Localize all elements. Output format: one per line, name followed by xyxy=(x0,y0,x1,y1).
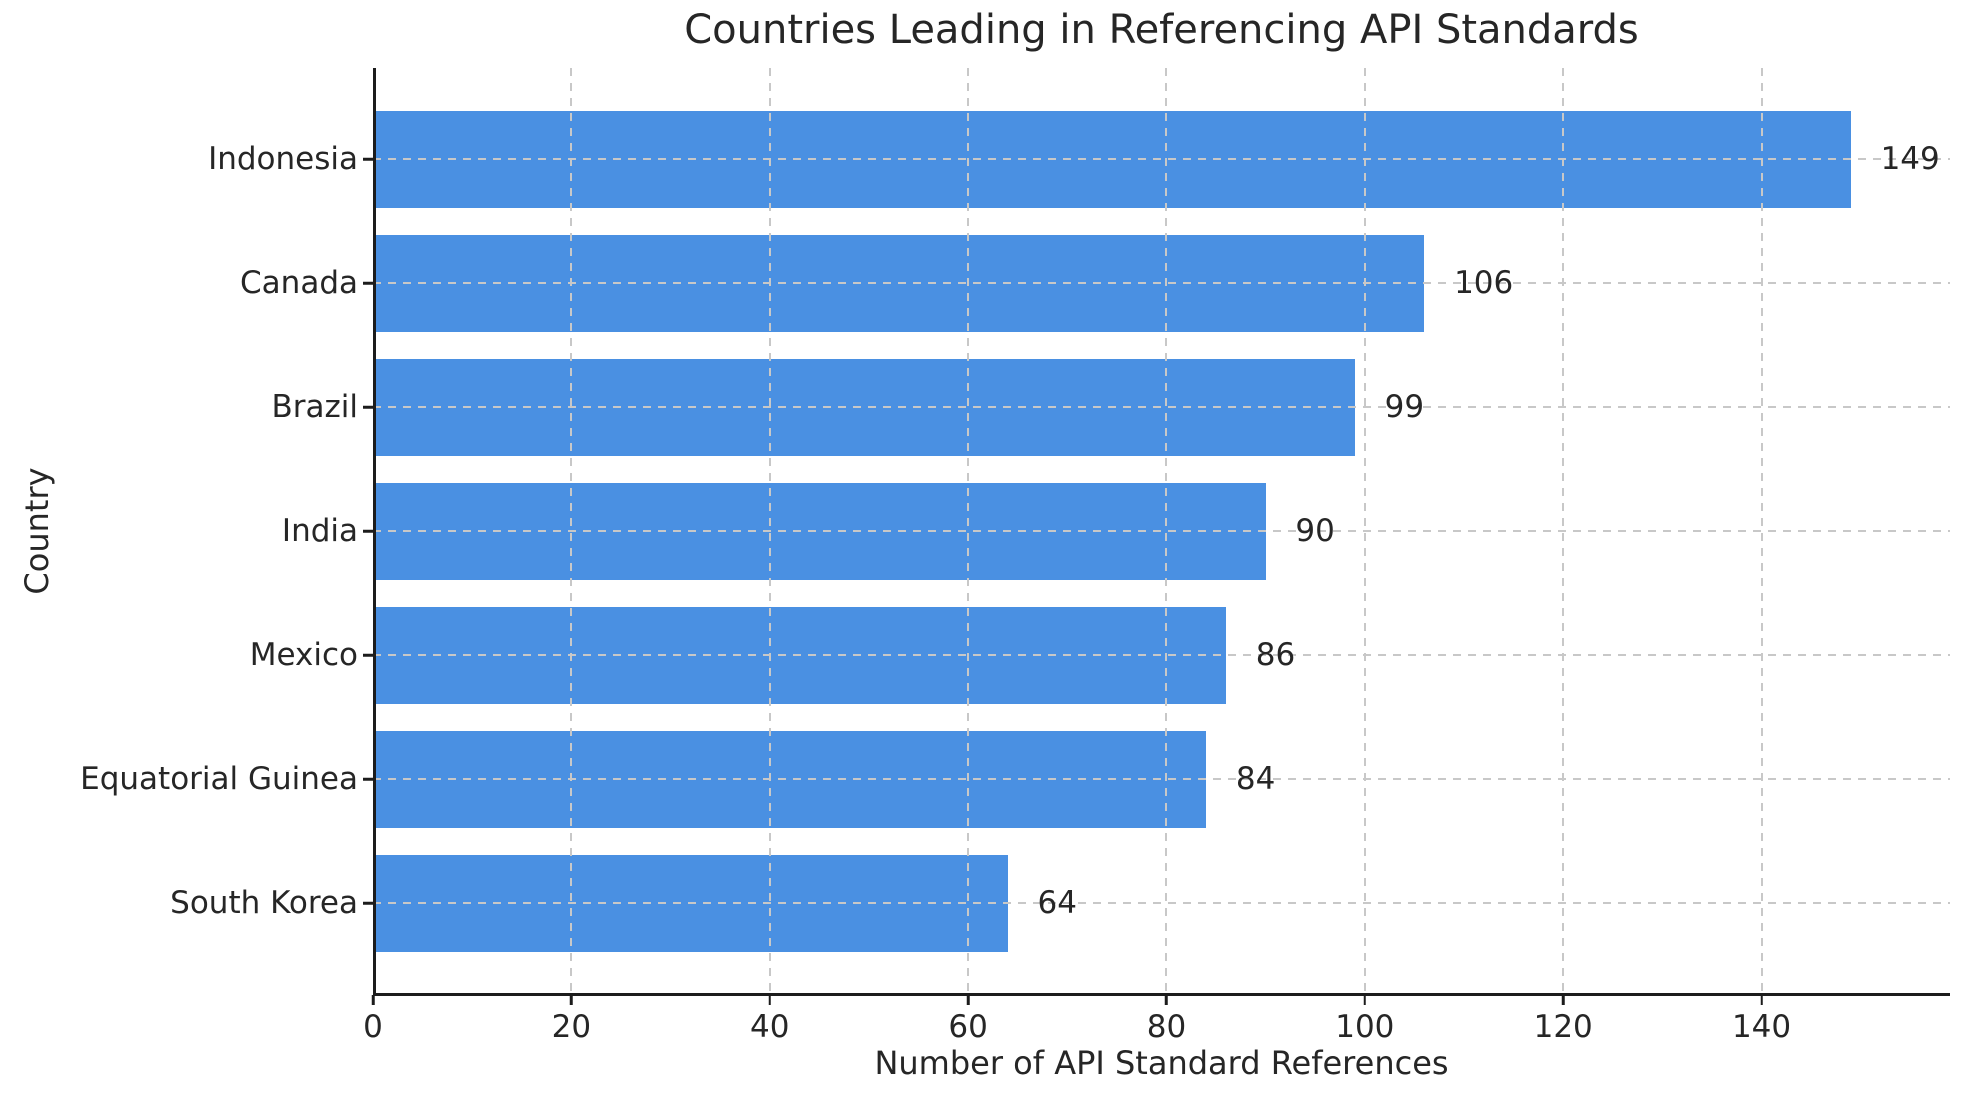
y-tick-mark-south-korea xyxy=(363,901,373,905)
y-tick-mark-indonesia xyxy=(363,157,373,161)
x-axis-label: Number of API Standard References xyxy=(874,1044,1449,1082)
y-gridline-indonesia xyxy=(373,158,1950,160)
x-tick-label: 120 xyxy=(1533,1009,1593,1045)
x-tick-mark-80 xyxy=(1165,995,1168,1005)
y-tick-label-mexico: Mexico xyxy=(249,637,358,673)
value-label-india: 90 xyxy=(1295,513,1335,549)
x-tick-label: 40 xyxy=(749,1009,790,1045)
value-label-canada: 106 xyxy=(1454,265,1514,301)
x-tick-label: 100 xyxy=(1335,1009,1395,1045)
plot-area: 0 20 40 60 80 100 120 140 Indonesia 149 Canada 106 B… xyxy=(80,68,1950,1045)
y-tick-mark-india xyxy=(363,529,373,533)
y-gridline-south-korea xyxy=(373,902,1950,904)
y-tick-label-canada: Canada xyxy=(240,265,358,301)
y-tick-mark-equatorial-guinea xyxy=(363,777,373,781)
x-tick-mark-40 xyxy=(768,995,771,1005)
x-tick-mark-140 xyxy=(1760,995,1763,1005)
x-tick-mark-0 xyxy=(371,995,375,1005)
x-tick-mark-60 xyxy=(966,995,970,1005)
value-label-equatorial-guinea: 84 xyxy=(1235,761,1276,797)
x-tick-label: 0 xyxy=(363,1009,383,1045)
y-gridline-equatorial-guinea xyxy=(373,778,1950,780)
y-tick-mark-canada xyxy=(363,281,373,285)
y-tick-mark-mexico xyxy=(363,653,373,657)
y-gridline-mexico xyxy=(373,654,1950,656)
y-tick-mark-brazil xyxy=(363,405,373,409)
y-tick-label-south-korea: South Korea xyxy=(170,885,358,921)
x-tick-label: 80 xyxy=(1146,1009,1187,1045)
y-tick-label-equatorial-guinea: Equatorial Guinea xyxy=(80,761,358,797)
value-label-indonesia: 149 xyxy=(1880,141,1940,177)
x-tick-mark-20 xyxy=(570,995,573,1005)
value-label-south-korea: 64 xyxy=(1037,885,1077,921)
y-gridline-brazil xyxy=(373,406,1950,408)
y-gridline-canada xyxy=(373,282,1950,284)
y-tick-label-brazil: Brazil xyxy=(271,389,358,425)
x-tick-mark-100 xyxy=(1363,995,1367,1005)
value-label-mexico: 86 xyxy=(1255,637,1296,673)
y-gridline-india xyxy=(373,530,1950,532)
y-axis-spine xyxy=(373,68,376,995)
y-tick-label-india: India xyxy=(281,513,358,549)
x-tick-mark-120 xyxy=(1561,995,1565,1005)
x-tick-label: 140 xyxy=(1731,1009,1792,1045)
chart-title: Countries Leading in Referencing API Sta… xyxy=(684,7,1639,53)
x-tick-label: 20 xyxy=(551,1009,592,1045)
x-axis-spine xyxy=(373,993,1950,996)
value-label-brazil: 99 xyxy=(1384,389,1425,425)
y-tick-label-indonesia: Indonesia xyxy=(208,141,358,177)
x-tick-label: 60 xyxy=(948,1009,988,1045)
y-axis-label: Country xyxy=(18,467,56,595)
